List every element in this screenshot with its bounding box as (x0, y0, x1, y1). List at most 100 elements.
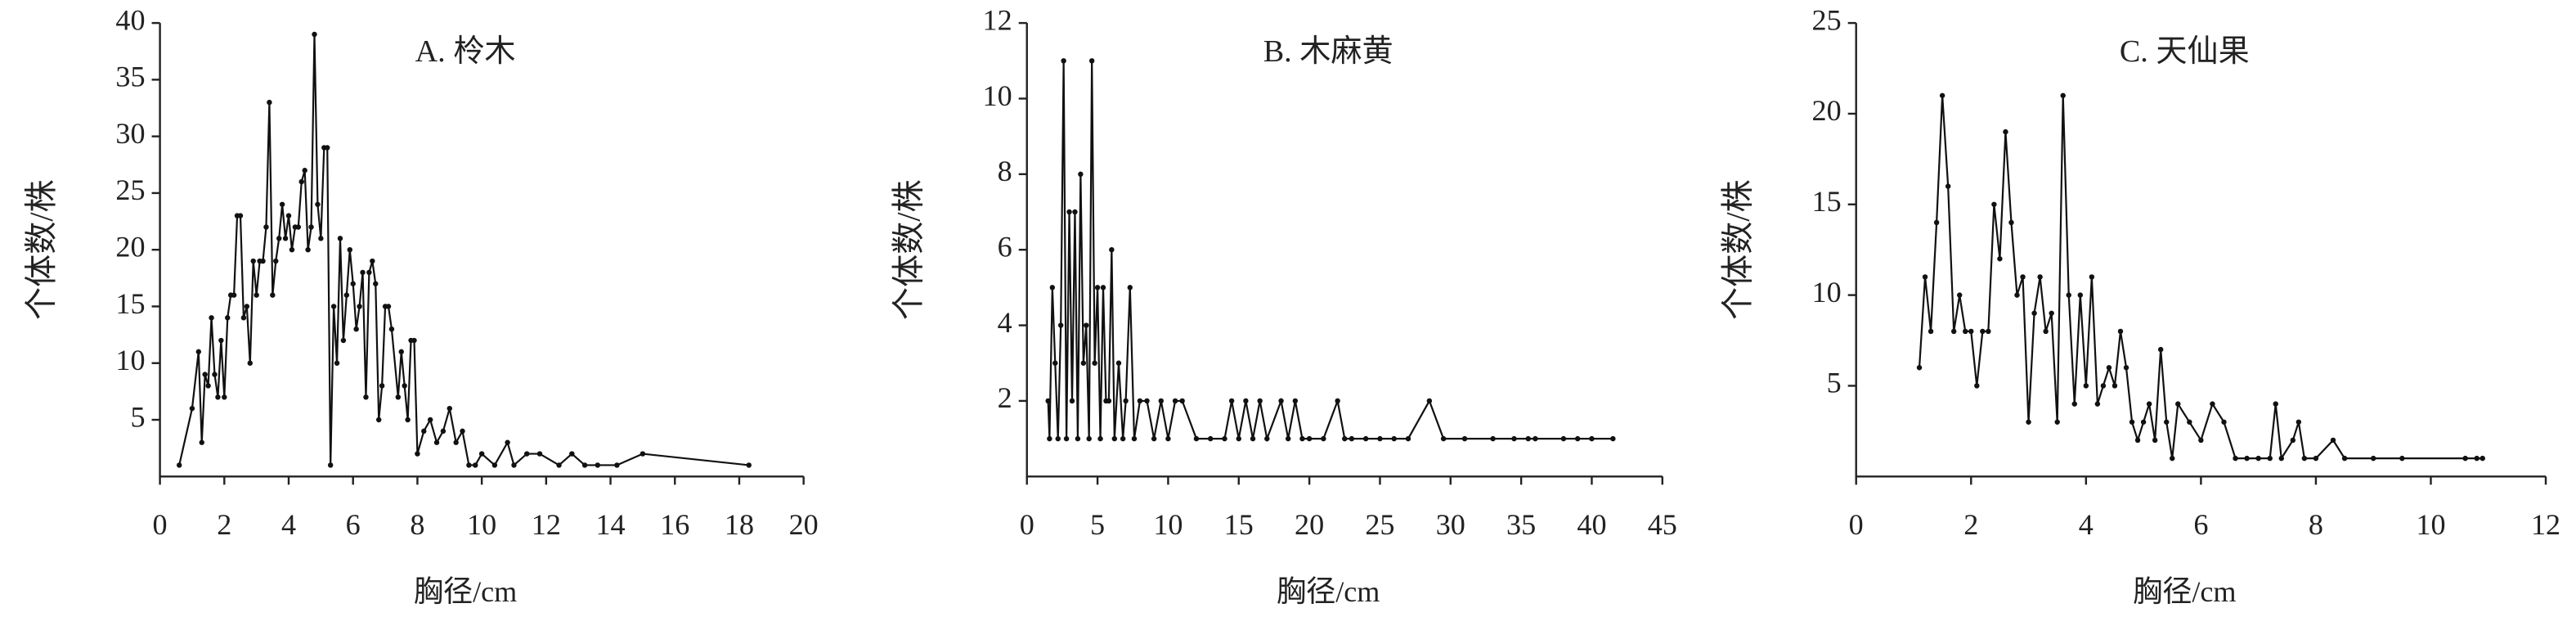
data-point (1131, 435, 1138, 442)
data-point (1511, 435, 1517, 442)
chart-title: C. 天仙果 (2120, 34, 2250, 69)
data-point (746, 462, 752, 468)
x-tick-label: 20 (1295, 508, 1324, 541)
data-point (2164, 419, 2170, 425)
data-point (1335, 398, 1340, 404)
data-point (334, 360, 340, 366)
data-point (373, 281, 379, 286)
data-point (1049, 285, 1056, 290)
data-point (1208, 435, 1214, 442)
data-point (1405, 435, 1411, 442)
data-point (270, 292, 276, 298)
data-point (1172, 398, 1178, 404)
axes (159, 23, 804, 478)
data-point (343, 292, 350, 298)
data-point (1086, 435, 1092, 442)
data-point (337, 236, 343, 241)
data-point (1158, 398, 1165, 404)
axes (1855, 23, 2547, 478)
data-point (473, 462, 478, 468)
data-point (1080, 360, 1087, 366)
data-point (1957, 292, 1963, 298)
data-point (1525, 435, 1531, 442)
data-point (1306, 435, 1313, 442)
data-point (1061, 58, 1066, 64)
data-point (375, 417, 382, 423)
data-point (1144, 398, 1150, 404)
data-point (511, 462, 517, 468)
x-tick-label: 6 (346, 508, 361, 541)
data-point (505, 439, 510, 445)
data-point (1057, 322, 1064, 328)
data-point (1066, 209, 1072, 215)
data-point (1991, 201, 1997, 207)
data-point (1986, 328, 1991, 335)
data-point (2244, 455, 2250, 462)
data-point (1100, 285, 1106, 290)
data-point (1243, 398, 1249, 404)
y-axis-label: 个体数/株 (890, 179, 927, 320)
data-point (2480, 455, 2485, 462)
data-point (440, 428, 447, 435)
data-point (1078, 171, 1084, 178)
x-tick-label: 8 (410, 508, 424, 541)
data-point (1109, 246, 1115, 253)
data-point (405, 417, 411, 423)
x-tick-label: 2 (1963, 508, 1978, 541)
data-point (1922, 274, 1928, 280)
data-point (460, 428, 465, 435)
data-point (1047, 435, 1052, 442)
data-point (289, 246, 295, 253)
x-tick-label: 10 (2416, 508, 2445, 541)
data-point (2290, 437, 2296, 444)
data-point (379, 383, 385, 389)
x-tick-label: 18 (725, 508, 754, 541)
data-point (176, 462, 182, 468)
data-point (1533, 435, 1538, 442)
data-point (315, 201, 321, 207)
data-point (2049, 310, 2054, 316)
data-point (2267, 455, 2273, 462)
y-tick-label: 5 (1827, 367, 1842, 399)
data-point (2089, 274, 2095, 280)
data-point (282, 236, 289, 241)
data-point (1052, 360, 1058, 366)
data-point (1391, 435, 1397, 442)
data-point (2014, 292, 2020, 298)
data-point (2083, 383, 2089, 389)
axes (1025, 23, 1663, 478)
y-tick-label: 8 (998, 155, 1012, 187)
data-point (2399, 455, 2405, 462)
data-point (1257, 398, 1263, 404)
data-point (395, 394, 402, 400)
data-point (357, 304, 362, 309)
data-point (595, 462, 601, 468)
chart-title: B. 木麻黄 (1263, 34, 1393, 69)
data-point (614, 462, 620, 468)
data-point (2054, 419, 2060, 425)
data-point (466, 462, 472, 468)
data-point (1997, 256, 2003, 262)
data-point (1264, 435, 1270, 442)
data-point (244, 304, 250, 309)
data-point (2146, 401, 2152, 407)
data-point (263, 224, 269, 230)
data-point (2187, 419, 2192, 425)
data-point (2043, 328, 2049, 335)
data-point (2170, 455, 2175, 462)
data-point (273, 258, 279, 264)
x-tick-label: 2 (217, 508, 231, 541)
data-point (1084, 322, 1089, 328)
data-point (195, 349, 202, 355)
data-point (240, 315, 247, 321)
x-axis-label: 胸径/cm (2133, 575, 2236, 608)
y-axis-label: 个体数/株 (23, 179, 60, 320)
x-tick-label: 10 (467, 508, 496, 541)
data-point (2094, 401, 2101, 407)
data-point (340, 337, 347, 344)
data-point (2008, 219, 2014, 226)
data-point (2210, 401, 2215, 407)
data-point (2003, 128, 2008, 135)
data-point (2152, 437, 2158, 444)
data-point (1075, 435, 1081, 442)
